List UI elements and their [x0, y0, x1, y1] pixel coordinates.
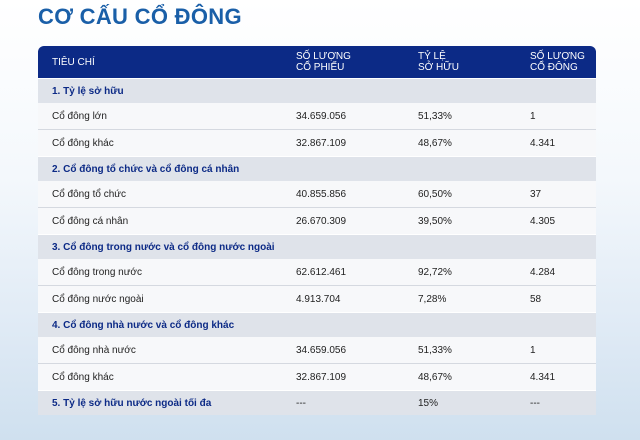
header-shares: SỐ LƯỢNG CỔ PHIẾU	[296, 51, 418, 73]
header-holders-line2: CỔ ĐÔNG	[530, 62, 578, 73]
row-holders: 4.341	[530, 371, 556, 383]
row-shares: 40.855.856	[296, 188, 347, 200]
row-shares: 34.659.056	[296, 110, 347, 122]
row-ratio: 39,50%	[418, 215, 452, 227]
row-holders: ---	[530, 397, 540, 409]
row-ratio: 60,50%	[418, 188, 452, 200]
header-ratio-line2: SỞ HỮU	[418, 62, 460, 73]
header-ratio-line1: TỶ LỆ	[418, 51, 446, 62]
row-shares: 62.612.461	[296, 266, 347, 278]
row-holders: 1	[530, 110, 536, 122]
table-row: Cổ đông khác 32.867.109 48,67% 4.341	[38, 130, 596, 156]
table-row: Cổ đông lớn 34.659.056 51,33% 1	[38, 103, 596, 130]
row-ratio: 48,67%	[418, 137, 452, 149]
table-header: TIÊU CHÍ SỐ LƯỢNG CỔ PHIẾU TỶ LỆ SỞ HỮU …	[38, 46, 596, 78]
section-header-max-foreign-ownership: 5. Tỷ lệ sở hữu nước ngoài tối đa --- 15…	[38, 390, 596, 415]
section-header: 4. Cổ đông nhà nước và cổ đông khác	[38, 312, 596, 337]
header-shares-line1: SỐ LƯỢNG	[296, 51, 351, 62]
row-holders: 37	[530, 188, 542, 200]
row-shares: 32.867.109	[296, 137, 347, 149]
row-shares: ---	[296, 397, 306, 409]
row-ratio: 7,28%	[418, 293, 447, 305]
table-row: Cổ đông nước ngoài 4.913.704 7,28% 58	[38, 286, 596, 312]
row-ratio: 15%	[418, 397, 439, 409]
row-holders: 4.284	[530, 266, 556, 278]
table-row: Cổ đông khác 32.867.109 48,67% 4.341	[38, 364, 596, 390]
row-holders: 4.341	[530, 137, 556, 149]
row-label: Cổ đông khác	[52, 371, 114, 383]
section-header: 3. Cổ đông trong nước và cổ đông nước ng…	[38, 234, 596, 259]
section-title: 4. Cổ đông nhà nước và cổ đông khác	[52, 319, 235, 331]
table-row: Cổ đông nhà nước 34.659.056 51,33% 1	[38, 337, 596, 364]
row-holders: 58	[530, 293, 542, 305]
row-label: Cổ đông cá nhân	[52, 215, 129, 227]
section-title: 1. Tỷ lệ sở hữu	[52, 85, 124, 97]
row-shares: 26.670.309	[296, 215, 347, 227]
row-shares: 4.913.704	[296, 293, 341, 305]
section-header: 1. Tỷ lệ sở hữu	[38, 78, 596, 103]
row-ratio: 51,33%	[418, 344, 452, 356]
section-title: 5. Tỷ lệ sở hữu nước ngoài tối đa	[52, 397, 212, 409]
row-ratio: 51,33%	[418, 110, 452, 122]
section-title: 2. Cổ đông tổ chức và cổ đông cá nhân	[52, 163, 240, 175]
table-row: Cổ đông trong nước 62.612.461 92,72% 4.2…	[38, 259, 596, 286]
row-shares: 32.867.109	[296, 371, 347, 383]
row-shares: 34.659.056	[296, 344, 347, 356]
row-holders: 4.305	[530, 215, 556, 227]
row-holders: 1	[530, 344, 536, 356]
row-label: Cổ đông khác	[52, 137, 114, 149]
header-ratio: TỶ LỆ SỞ HỮU	[418, 51, 530, 73]
row-label: Cổ đông trong nước	[52, 266, 142, 278]
page-title: CƠ CẤU CỔ ĐÔNG	[38, 4, 242, 29]
shareholder-structure-table: TIÊU CHÍ SỐ LƯỢNG CỔ PHIẾU TỶ LỆ SỞ HỮU …	[38, 46, 596, 415]
table-row: Cổ đông cá nhân 26.670.309 39,50% 4.305	[38, 208, 596, 234]
header-criteria: TIÊU CHÍ	[52, 56, 95, 68]
row-label: Cổ đông nước ngoài	[52, 293, 144, 305]
row-ratio: 48,67%	[418, 371, 452, 383]
section-header: 2. Cổ đông tổ chức và cổ đông cá nhân	[38, 156, 596, 181]
table-row: Cổ đông tổ chức 40.855.856 60,50% 37	[38, 181, 596, 208]
header-holders-line1: SỐ LƯỢNG	[530, 51, 585, 62]
row-label: Cổ đông lớn	[52, 110, 107, 122]
row-label: Cổ đông nhà nước	[52, 344, 136, 356]
section-title: 3. Cổ đông trong nước và cổ đông nước ng…	[52, 241, 275, 253]
row-label: Cổ đông tổ chức	[52, 188, 126, 200]
header-holders: SỐ LƯỢNG CỔ ĐÔNG	[530, 51, 596, 73]
header-shares-line2: CỔ PHIẾU	[296, 62, 345, 73]
row-ratio: 92,72%	[418, 266, 452, 278]
